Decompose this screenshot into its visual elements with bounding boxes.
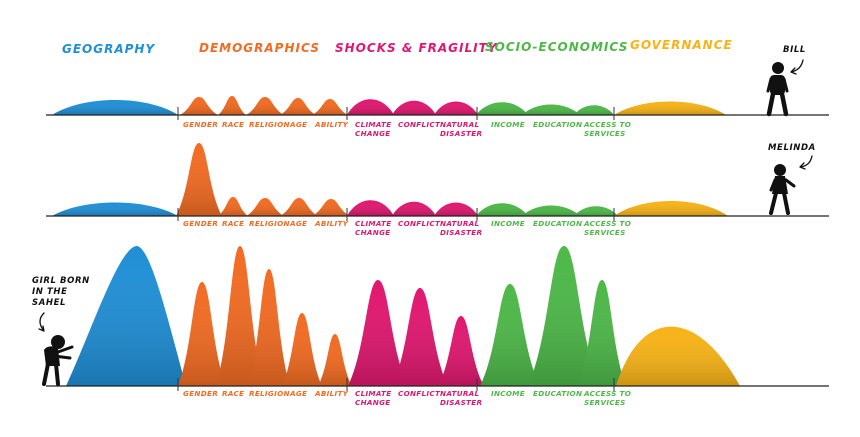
girl-demographics-shape-4 <box>282 313 322 386</box>
girl-demographics-shape-3 <box>248 269 290 386</box>
melinda-shocks-shape-1 <box>347 200 394 216</box>
melinda-shocks-shape-3 <box>434 202 478 216</box>
bill-factor-ability: ABILITY <box>314 120 349 129</box>
melinda-factor-natural: NATURAL DISASTER <box>440 219 482 237</box>
person-labels: BILL MELINDA GIRL BORN IN THE SAHEL <box>32 45 816 308</box>
girl-factor-climate: CLIMATE CHANGE <box>355 389 391 407</box>
row-girl: GENDER RACE RELIGION AGE ABILITY CLIMATE CHANG… <box>46 245 829 407</box>
arrow-melinda <box>799 155 813 170</box>
melinda-factor-climate: CLIMATE CHANGE <box>355 219 391 237</box>
melinda-demographics-shape-5 <box>312 199 350 216</box>
header-socio-economics: Socio-Economics <box>485 40 628 54</box>
melinda-factor-religion: RELIGION <box>249 219 290 228</box>
girl-geography-shape <box>66 245 186 386</box>
bill-shocks-shape-3 <box>434 101 478 115</box>
melinda-factor-gender: GENDER <box>183 219 218 228</box>
girl-demographics-shape-1 <box>178 282 226 386</box>
person-label-melinda: MELINDA <box>768 143 816 153</box>
girl-factor-education: EDUCATION <box>533 389 582 398</box>
bill-factor-natural: NATURAL DISASTER <box>440 120 482 138</box>
girl-factor-natural: NATURAL DISASTER <box>440 389 482 407</box>
bill-shocks-shape-1 <box>347 99 394 115</box>
figure-melinda <box>769 164 796 215</box>
bill-demographics-shape-4 <box>280 98 316 115</box>
girl-factor-income: INCOME <box>491 389 525 398</box>
bill-factor-access: ACCESS TO SERVICES <box>583 120 631 138</box>
melinda-factor-age: AGE <box>289 219 307 228</box>
melinda-demographics-shape-2 <box>218 197 248 216</box>
bill-factor-education: EDUCATION <box>533 120 582 129</box>
header-shocks-fragility: Shocks & Fragility <box>335 41 498 55</box>
melinda-factor-ability: ABILITY <box>314 219 349 228</box>
girl-socio-shape-1 <box>480 284 540 386</box>
bill-demographics-shape-3 <box>246 97 284 115</box>
row-bill: GENDER RACE RELIGION AGE ABILITY CLIMATE CHANG… <box>46 96 829 138</box>
girl-governance-shape <box>616 326 740 386</box>
header-geography: Geography <box>62 42 155 56</box>
bill-demographics-shape-5 <box>312 99 348 115</box>
girl-factor-gender: GENDER <box>183 389 218 398</box>
bill-socio-shape-2 <box>522 104 580 115</box>
bill-factor-religion: RELIGION <box>249 120 290 129</box>
bill-factor-climate: CLIMATE CHANGE <box>355 120 391 138</box>
category-headers: Geography Demographics Shocks & Fragilit… <box>62 38 733 56</box>
header-governance: Governance <box>630 38 733 52</box>
girl-factor-ability: ABILITY <box>314 389 349 398</box>
bill-geography-shape <box>52 100 178 115</box>
girl-shocks-shape-2 <box>392 288 448 386</box>
figure-bill <box>766 62 789 117</box>
girl-factor-race: RACE <box>222 389 244 398</box>
bill-shocks-shape-2 <box>392 100 436 115</box>
melinda-geography-shape <box>52 202 178 216</box>
bill-demographics-shape-2 <box>218 96 246 115</box>
person-label-girl: GIRL BORN IN THE SAHEL <box>32 276 90 308</box>
profile-rows: GENDER RACE RELIGION AGE ABILITY CLIMATE CHANG… <box>46 96 829 407</box>
arrow-girl <box>38 312 45 332</box>
bill-governance-shape <box>614 101 726 115</box>
girl-shocks-shape-3 <box>438 316 484 386</box>
bill-socio-shape-1 <box>476 102 528 115</box>
figure-girl <box>42 335 74 386</box>
melinda-socio-shape-2 <box>522 205 580 216</box>
girl-demographics-shape-2 <box>216 246 264 386</box>
girl-factor-access: ACCESS TO SERVICES <box>583 389 631 407</box>
bill-factor-income: INCOME <box>491 120 525 129</box>
row-melinda: GENDER RACE RELIGION AGE ABILITY CLIMATE CHANG… <box>46 143 829 237</box>
girl-shocks-shape-1 <box>348 280 408 386</box>
arrow-bill <box>790 59 804 75</box>
melinda-demographics-shape-1 <box>176 143 222 216</box>
girl-factor-conflict: CONFLICT <box>398 389 441 398</box>
person-label-bill: BILL <box>783 45 806 55</box>
melinda-demographics-shape-3 <box>246 198 284 216</box>
melinda-socio-shape-1 <box>476 203 528 216</box>
girl-demographics-shape-5 <box>318 334 352 386</box>
girl-socio-shape-3 <box>578 280 626 386</box>
bill-factor-gender: GENDER <box>183 120 218 129</box>
melinda-factor-race: RACE <box>222 219 244 228</box>
girl-factor-age: AGE <box>289 389 307 398</box>
bill-socio-shape-3 <box>574 105 614 115</box>
bill-factor-age: AGE <box>289 120 307 129</box>
header-demographics: Demographics <box>199 41 320 55</box>
bill-factor-race: RACE <box>222 120 244 129</box>
melinda-governance-shape <box>614 201 728 216</box>
melinda-factor-conflict: CONFLICT <box>398 219 441 228</box>
bill-demographics-shape-1 <box>180 97 218 115</box>
melinda-factor-access: ACCESS TO SERVICES <box>583 219 631 237</box>
bill-factor-conflict: CONFLICT <box>398 120 441 129</box>
girl-factor-religion: RELIGION <box>249 389 290 398</box>
melinda-demographics-shape-4 <box>280 198 318 216</box>
melinda-factor-education: EDUCATION <box>533 219 582 228</box>
melinda-socio-shape-3 <box>574 206 618 216</box>
melinda-shocks-shape-2 <box>392 201 436 216</box>
melinda-factor-income: INCOME <box>491 219 525 228</box>
girl-socio-shape-2 <box>528 246 600 386</box>
